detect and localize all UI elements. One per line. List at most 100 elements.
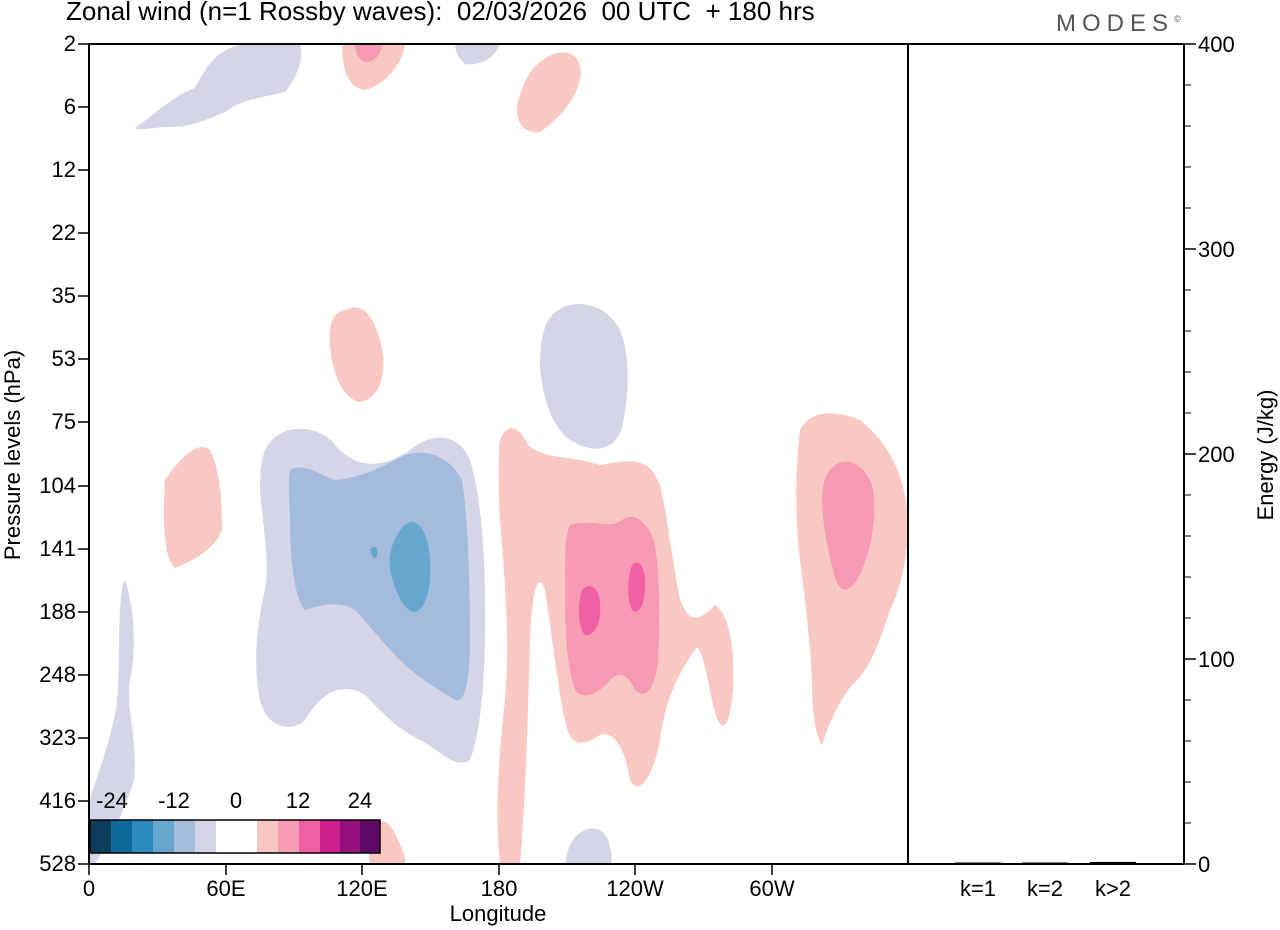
colorbar-label: 0	[230, 788, 242, 813]
y-tick: 104	[39, 473, 89, 498]
energy-axis: 0 100 200 300 400	[1184, 32, 1235, 877]
colorbar-swatch	[257, 820, 278, 853]
y-axis-pressure: 2 6 12 22 35 53 75 104 141 188 248 323 4…	[39, 31, 89, 876]
map-axes: 2 6 12 22 35 53 75 104 141 188 248 323 4…	[0, 31, 909, 926]
colorbar-swatch	[90, 820, 111, 853]
y-tick: 188	[39, 599, 89, 624]
energy-minor-ticks	[1184, 84, 1191, 824]
contour-neg-bottom	[566, 828, 612, 864]
y-tick-label: 2	[64, 31, 76, 56]
energy-tick: 100	[1184, 647, 1235, 672]
colorbar-swatch	[360, 820, 380, 853]
logo-mark: ©	[1174, 14, 1181, 24]
y-tick-label: 22	[52, 220, 76, 245]
y-tick-label: 75	[52, 409, 76, 434]
y-tick-label: 188	[39, 599, 76, 624]
y-tick: 141	[39, 536, 89, 561]
bar-category-label: k>2	[1095, 876, 1131, 901]
x-tick-label: 60W	[749, 876, 794, 901]
energy-tick-label: 400	[1198, 32, 1235, 57]
chart-title: Zonal wind (n=1 Rossby waves): 02/03/202…	[66, 0, 815, 26]
y-tick: 75	[52, 409, 89, 434]
contour-pos-strat-1-core	[355, 44, 382, 63]
y-tick: 6	[64, 94, 89, 119]
colorbar-swatch	[278, 820, 299, 853]
energy-tick: 0	[1184, 852, 1210, 877]
contour-pos-main-12b	[628, 562, 646, 612]
y-axis-label: Pressure levels (hPa)	[0, 350, 25, 560]
y-tick: 2	[64, 31, 89, 56]
x-tick-label: 120W	[606, 876, 664, 901]
y-tick-label: 6	[64, 94, 76, 119]
colorbar-swatch	[340, 820, 360, 853]
contour-field	[89, 44, 908, 864]
x-tick-label: 120E	[336, 876, 387, 901]
y-tick-label: 53	[52, 346, 76, 371]
y-tick-label: 104	[39, 473, 76, 498]
x-axis-label: Longitude	[450, 901, 547, 926]
energy-tick: 400	[1184, 32, 1235, 57]
bar-category-label: k=2	[1027, 876, 1063, 901]
energy-tick-label: 0	[1198, 852, 1210, 877]
colorbar-frame	[89, 819, 381, 854]
contour-neg-mid	[540, 303, 628, 449]
y-tick-label: 528	[39, 851, 76, 876]
energy-tick: 300	[1184, 237, 1235, 262]
y-tick: 53	[52, 346, 89, 371]
x-tick-label: 0	[83, 876, 95, 901]
y-tick-label: 12	[52, 157, 76, 182]
energy-axis-label: Energy (J/kg)	[1253, 390, 1278, 521]
colorbar: -24 -12 0 12 24	[89, 788, 381, 854]
contour-pos-main-12a	[578, 586, 601, 636]
contour-neg-main-12	[389, 521, 431, 612]
energy-panel: 0 100 200 300 400 k=1 k=2 k>2 Energy (J/…	[907, 32, 1278, 901]
contour-neg-main-6	[288, 452, 470, 701]
contour-pos-west	[163, 447, 222, 568]
contour-pos-main-6	[565, 516, 660, 696]
colorbar-swatch	[174, 820, 195, 853]
x-tick-label: 180	[481, 876, 518, 901]
y-tick-label: 248	[39, 662, 76, 687]
contour-neg-strat	[135, 44, 302, 130]
contour-pos-strat-2	[516, 52, 581, 133]
y-tick: 12	[52, 157, 89, 182]
colorbar-swatch	[153, 820, 174, 853]
colorbar-label: 24	[348, 788, 372, 813]
y-tick: 323	[39, 725, 89, 750]
x-tick: 60E	[206, 864, 246, 901]
contour-pos-mid-1	[329, 307, 384, 402]
y-tick-label: 416	[39, 788, 76, 813]
x-tick: 120W	[606, 864, 664, 901]
colorbar-swatch	[195, 820, 216, 853]
contour-neg-main-12b	[370, 546, 378, 559]
y-tick: 248	[39, 662, 89, 687]
colorbar-swatch	[299, 820, 320, 853]
x-tick: 0	[83, 864, 95, 901]
colorbar-label: 12	[286, 788, 310, 813]
colorbar-label: -12	[158, 788, 190, 813]
contour-neg-strat-2	[455, 44, 500, 65]
energy-tick-label: 200	[1198, 442, 1235, 467]
energy-tick-label: 300	[1198, 237, 1235, 262]
modes-logo: MODES©	[1056, 10, 1181, 38]
y-tick-label: 323	[39, 725, 76, 750]
x-axis-longitude: 0 60E 120E 180 120W 60W	[83, 864, 795, 901]
y-tick-label: 35	[52, 283, 76, 308]
colorbar-swatch	[216, 820, 257, 853]
energy-tick-label: 100	[1198, 647, 1235, 672]
energy-tick: 200	[1184, 442, 1235, 467]
y-tick-label: 141	[39, 536, 76, 561]
x-tick: 120E	[336, 864, 388, 901]
contour-pos-east-6	[822, 461, 875, 590]
x-tick: 60W	[749, 864, 795, 901]
y-tick: 22	[52, 220, 89, 245]
map-frame	[88, 43, 909, 865]
colorbar-label: -24	[96, 788, 128, 813]
logo-text: MODES	[1056, 10, 1175, 37]
y-tick: 416	[39, 788, 89, 813]
energy-bar-k2	[1022, 862, 1068, 864]
contour-neg-tongue	[89, 580, 135, 864]
colorbar-swatch	[320, 820, 340, 853]
x-tick: 180	[481, 864, 518, 901]
